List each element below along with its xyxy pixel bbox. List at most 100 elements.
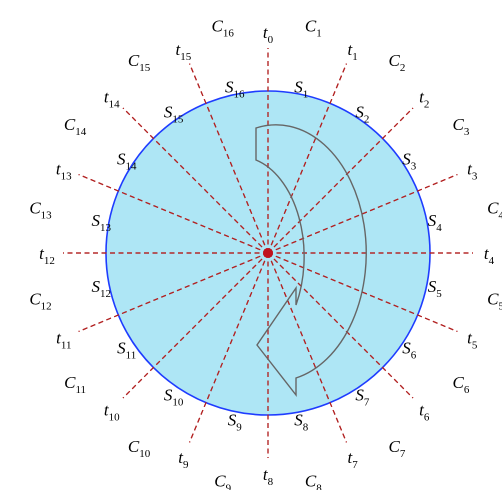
s-label: S15 (164, 103, 184, 126)
t-label: t14 (104, 88, 120, 111)
c-label-base: C (388, 51, 400, 70)
c-label-subscript: 2 (400, 62, 406, 74)
s-label-base: S (355, 103, 364, 122)
t-label-base: t (347, 448, 353, 467)
c-label: C1 (305, 17, 322, 40)
c-label: C14 (64, 115, 87, 138)
s-label-subscript: 8 (303, 422, 309, 434)
t-label-subscript: 7 (352, 459, 358, 471)
ray-line (267, 173, 458, 254)
c-label: C10 (128, 437, 151, 460)
t-label: t10 (104, 400, 120, 423)
c-label-base: C (214, 472, 226, 490)
ray-line (267, 63, 348, 254)
s-label-subscript: 14 (125, 161, 137, 173)
t-label-base: t (467, 329, 473, 348)
t-label-subscript: 14 (109, 99, 121, 111)
t-label: t15 (176, 40, 192, 63)
t-label: t6 (419, 400, 430, 423)
s-label: S11 (117, 338, 136, 361)
c-label-base: C (212, 17, 224, 36)
t-label: t11 (56, 329, 71, 352)
c-label: C9 (214, 472, 231, 490)
s-label-subscript: 12 (100, 288, 111, 300)
s-label: S3 (402, 150, 417, 173)
s-label: S12 (92, 277, 112, 300)
t-label-subscript: 1 (352, 51, 358, 63)
s-label-base: S (92, 277, 101, 296)
c-label-subscript: 12 (41, 300, 52, 312)
c-label-subscript: 5 (498, 300, 502, 312)
t-label-base: t (263, 465, 269, 484)
s-label-subscript: 15 (172, 114, 184, 126)
t-label-base: t (419, 400, 425, 419)
s-label-base: S (228, 411, 237, 430)
c-label: C3 (452, 115, 469, 138)
t-label-subscript: 12 (44, 255, 55, 267)
t-label-base: t (347, 40, 353, 59)
s-label-base: S (294, 411, 303, 430)
t-label: t12 (39, 244, 55, 267)
c-label-subscript: 16 (223, 28, 235, 40)
t-label: t0 (263, 23, 274, 46)
c-label: C16 (212, 17, 235, 40)
c-label-base: C (305, 472, 317, 490)
t-label: t9 (178, 448, 189, 471)
s-label-base: S (355, 385, 364, 404)
c-label-base: C (29, 199, 41, 218)
t-label-base: t (104, 400, 110, 419)
c-label: C5 (487, 289, 502, 312)
s-label-subscript: 9 (236, 422, 242, 434)
s-label-subscript: 13 (100, 222, 112, 234)
s-label-base: S (92, 211, 101, 230)
c-label-base: C (487, 289, 499, 308)
s-label-subscript: 7 (364, 396, 370, 408)
c-label: C6 (452, 373, 469, 396)
ray-line (188, 252, 269, 443)
c-label-subscript: 14 (75, 126, 87, 138)
ray-line (188, 63, 269, 254)
s-label: S14 (117, 150, 137, 173)
s-label-subscript: 11 (126, 349, 137, 361)
ray-line (267, 107, 414, 254)
rotation-arrow-icon (255, 124, 367, 398)
s-label-base: S (402, 338, 411, 357)
c-label-base: C (128, 51, 140, 70)
c-label-base: C (128, 437, 140, 456)
c-label-base: C (64, 373, 76, 392)
s-label: S16 (225, 77, 245, 100)
c-label-subscript: 7 (400, 448, 406, 460)
t-label: t1 (347, 40, 357, 63)
t-label-base: t (467, 159, 473, 178)
t-label-subscript: 15 (180, 51, 192, 63)
t-label: t13 (56, 159, 72, 182)
c-label: C11 (64, 373, 86, 396)
t-label-subscript: 0 (268, 34, 274, 46)
t-label-base: t (484, 244, 490, 263)
s-label-subscript: 10 (172, 396, 184, 408)
s-label: S10 (164, 385, 184, 408)
c-label-base: C (305, 17, 317, 36)
c-label-base: C (452, 373, 464, 392)
s-label-subscript: 2 (364, 114, 370, 126)
label-group: t0 t1t2t3t4t5t6t7t8t9t10t11t12t13t14t15S1… (29, 17, 502, 490)
ray-line (122, 107, 269, 254)
c-label-subscript: 6 (464, 384, 470, 396)
c-label-subscript: 8 (316, 483, 322, 490)
s-label: S13 (92, 211, 112, 234)
t-label-base: t (39, 244, 45, 263)
t-label-subscript: 8 (268, 476, 274, 488)
c-label: C7 (388, 437, 405, 460)
s-label-base: S (402, 150, 411, 169)
c-label: C15 (128, 51, 151, 74)
c-label-subscript: 4 (498, 210, 502, 222)
center-point (263, 248, 273, 258)
ray-line (122, 252, 269, 399)
t-label: t2 (419, 88, 429, 111)
t-label-subscript: 2 (424, 99, 430, 111)
t-label-base: t (104, 88, 110, 107)
s-label-base: S (428, 277, 437, 296)
c-label-base: C (64, 115, 76, 134)
